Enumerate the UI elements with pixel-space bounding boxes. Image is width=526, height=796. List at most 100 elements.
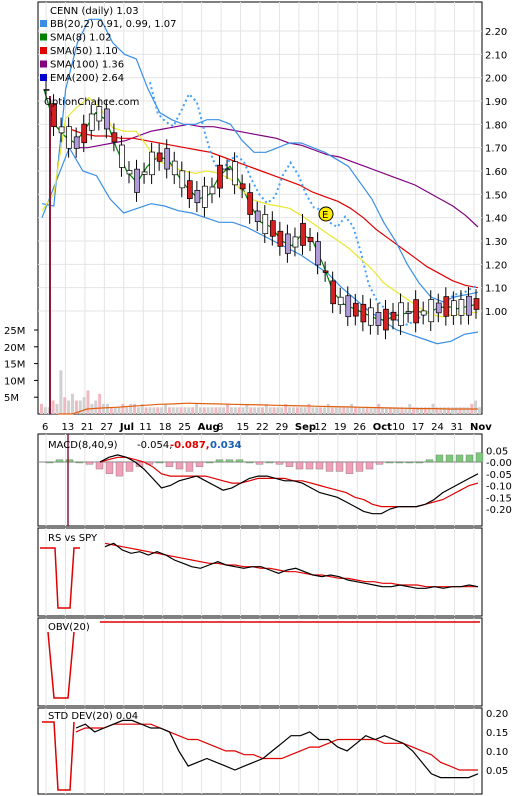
candle-body <box>451 300 457 316</box>
price-y-tick-label: 2.20 <box>485 27 507 38</box>
x-tick-label: Nov <box>470 422 492 433</box>
volume-bars <box>40 370 481 415</box>
price-y-tick-label: 1.70 <box>485 144 507 155</box>
macd-histogram-bar <box>365 461 374 470</box>
stddev-series <box>42 719 479 791</box>
volume-bar <box>346 407 350 414</box>
volume-bar <box>419 407 423 414</box>
volume-bar <box>412 407 416 414</box>
stddev-y-tick-label: 0.05 <box>486 766 508 777</box>
earnings-marker <box>318 206 334 222</box>
x-tick-label: 21 <box>81 422 94 433</box>
volume-bar <box>361 407 365 414</box>
macd-histogram-bar <box>95 461 104 470</box>
macd-histogram-bar <box>305 461 314 470</box>
volume-bar <box>222 407 226 414</box>
bb-middle-line <box>41 96 479 318</box>
macd-histogram-bar <box>235 459 244 463</box>
candle-body <box>194 190 201 204</box>
volume-bar <box>167 407 171 414</box>
volume-bar <box>384 407 388 414</box>
macd-y-tick-label: -0.20 <box>486 505 512 516</box>
volume-bar <box>369 407 373 414</box>
macd-histogram-bar <box>205 461 214 464</box>
stddev-drop-line <box>42 721 75 791</box>
rs-title: RS vs SPY <box>48 533 98 544</box>
volume-bar <box>210 407 214 414</box>
candle-body <box>285 233 291 254</box>
price-chart-title: CENN (daily) 1.03 <box>50 6 139 17</box>
volume-bar <box>373 407 377 414</box>
volume-bar <box>338 407 342 414</box>
volume-bar <box>415 407 419 414</box>
macd-value-signal: -0.087, <box>170 440 210 451</box>
volume-bar <box>268 407 272 414</box>
volume-bar <box>179 407 183 414</box>
candle-body <box>149 151 155 176</box>
candle-body <box>413 299 419 324</box>
candle-body <box>458 299 465 316</box>
volume-bar <box>214 407 218 414</box>
candle-body <box>405 311 412 314</box>
macd-histogram-bar <box>415 461 424 464</box>
candle-body <box>111 132 118 143</box>
volume-bar <box>148 407 152 414</box>
volume-bar <box>435 407 439 414</box>
candle-body <box>390 311 397 321</box>
candle-body <box>81 123 88 144</box>
candle-body <box>254 210 261 223</box>
macd-histogram-bar <box>55 459 64 463</box>
volume-y-tick-label: 25M <box>4 326 25 337</box>
candle-body <box>239 183 246 190</box>
legend-label: EMA(200) 2.64 <box>50 73 124 84</box>
candle-body <box>269 220 276 237</box>
macd-histogram-bar <box>325 461 334 472</box>
volume-bar <box>71 393 75 414</box>
x-tick-label: 27 <box>100 422 113 433</box>
price-y-tick-label: 1.20 <box>485 260 507 271</box>
macd-histogram-bar <box>435 454 444 463</box>
x-tick-label: 24 <box>431 422 444 433</box>
x-tick-label: Sep <box>295 422 316 433</box>
volume-bar <box>322 407 326 414</box>
volume-bar <box>191 407 195 414</box>
x-tick-label: 12 <box>314 422 327 433</box>
macd-histogram-bar <box>395 461 404 464</box>
price-y-tick-label: 2.10 <box>485 50 507 61</box>
candle-body <box>398 302 404 326</box>
candle-body <box>164 148 171 170</box>
macd-histogram-bar <box>195 461 204 467</box>
volume-bar <box>121 403 125 414</box>
macd-histogram-bar <box>65 459 74 463</box>
legend-label: SMA(50) 1.10 <box>50 46 118 57</box>
volume-bar <box>82 397 86 414</box>
volume-bar <box>102 403 106 414</box>
price-y-tick-label: 1.60 <box>485 167 507 178</box>
stddev-title: STD DEV(20) 0.04 <box>48 711 138 722</box>
macd-histogram-bar <box>265 461 274 464</box>
volume-bar <box>264 403 268 414</box>
candle-body <box>119 144 125 168</box>
volume-bar <box>237 407 241 414</box>
sma50-line <box>69 128 479 289</box>
legend-label: SMA(8) 1.02 <box>50 33 111 44</box>
volume-bar <box>295 407 299 414</box>
candle-body <box>247 192 254 215</box>
volume-bar <box>59 370 63 414</box>
x-tick-label: 13 <box>61 422 74 433</box>
volume-bar <box>245 403 249 414</box>
volume-bar <box>342 407 346 414</box>
macd-value-hist: 0.034 <box>210 440 242 451</box>
volume-bar <box>86 390 90 414</box>
macd-histogram-bar <box>255 461 264 465</box>
candle-body <box>435 302 442 314</box>
bb-upper-line <box>41 18 479 303</box>
volume-bar <box>187 407 191 414</box>
x-tick-label: 25 <box>178 422 191 433</box>
x-tick-label: 29 <box>275 422 288 433</box>
x-tick-label: 22 <box>256 422 269 433</box>
volume-bar <box>202 407 206 414</box>
volume-bar <box>284 403 288 414</box>
x-tick-label: 10 <box>392 422 405 433</box>
macd-histogram-bar <box>45 461 54 464</box>
